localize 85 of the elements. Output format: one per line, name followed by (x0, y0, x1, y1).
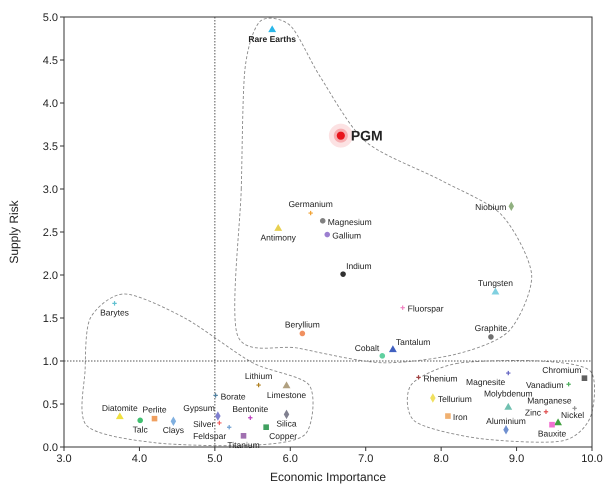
series-label: Borate (220, 391, 246, 402)
x-tick-label: 4.0 (132, 453, 148, 465)
series-label: Rhenium (424, 373, 458, 384)
series-label: Gypsum (183, 403, 215, 414)
point (263, 424, 269, 430)
series-label: Tungsten (478, 278, 514, 288)
series-label: Beryllium (284, 319, 320, 330)
y-tick-label: 0.0 (42, 442, 58, 454)
series-label: Magnesium (328, 216, 372, 227)
series-label: Gallium (332, 230, 362, 241)
series-label: Silica (276, 418, 297, 428)
point (137, 418, 143, 424)
series-label: Bauxite (538, 428, 566, 439)
series-label: Tellurium (438, 394, 472, 404)
series-label: Copper (269, 431, 298, 442)
point (549, 422, 555, 428)
series-label: Zinc (524, 408, 542, 418)
y-tick-label: 3.5 (42, 141, 58, 153)
series-label: Antimony (260, 232, 297, 243)
series-label: Rare Earths (248, 34, 296, 44)
point (445, 413, 451, 419)
point (152, 416, 158, 422)
point (300, 330, 306, 336)
series-label: Cobalt (354, 342, 380, 353)
point (492, 288, 499, 294)
series-label: Feldspar (193, 431, 226, 442)
y-tick-label: 2.5 (42, 227, 58, 239)
point (503, 426, 509, 434)
point (170, 417, 176, 426)
series-label: Bentonite (232, 404, 269, 414)
y-axis-title: Supply Risk (7, 199, 21, 264)
series-label: Niobium (475, 202, 506, 212)
series-label: Graphite (474, 322, 508, 333)
y-tick-label: 3.0 (42, 184, 58, 196)
x-tick-label: 5.0 (207, 453, 223, 465)
point (504, 403, 512, 410)
point (582, 375, 588, 381)
x-tick-label: 6.0 (282, 453, 298, 465)
series-label: Vanadium (526, 380, 564, 390)
point (324, 232, 330, 238)
x-tick-label: 9.0 (508, 453, 524, 465)
y-tick-label: 4.0 (42, 98, 58, 110)
x-tick-label: 10.0 (581, 453, 603, 465)
x-tick-label: 3.0 (56, 453, 72, 465)
y-tick-label: 0.5 (42, 399, 58, 411)
point (240, 433, 246, 439)
series-label: PGM (350, 128, 383, 144)
y-tick-label: 1.0 (42, 356, 58, 368)
series-label: Aluminium (486, 416, 526, 426)
x-axis-title: Economic Importance (270, 470, 386, 484)
point (340, 271, 346, 277)
series-label: Talc (132, 424, 148, 434)
point (488, 334, 494, 340)
series-label: Germanium (288, 199, 333, 210)
point (274, 224, 282, 231)
point (380, 353, 386, 359)
x-tick-label: 8.0 (433, 453, 449, 465)
point (268, 26, 276, 32)
series-label: Diatomite (102, 402, 138, 413)
point (308, 210, 314, 216)
series-label: Lithium (244, 371, 272, 382)
point (116, 412, 124, 420)
point (320, 218, 326, 224)
series-label: Limestone (266, 390, 306, 400)
series-label: Nickel (561, 410, 584, 420)
point (328, 124, 353, 148)
series-label: Tantalum (396, 336, 430, 347)
series-label: Clays (162, 425, 184, 436)
y-tick-label: 1.5 (42, 313, 58, 325)
y-tick-label: 2.0 (42, 270, 58, 282)
point (283, 382, 290, 388)
point (284, 410, 290, 418)
series-label: Barytes (100, 307, 129, 318)
series-label: Perlite (142, 404, 167, 415)
x-tick-label: 7.0 (358, 453, 374, 465)
y-tick-label: 5.0 (42, 12, 58, 24)
point (389, 346, 396, 352)
series-label: Silver (193, 418, 215, 429)
series-label: Indium (346, 261, 372, 272)
series-label: Magnesite (466, 377, 506, 388)
y-tick-label: 4.5 (42, 55, 58, 67)
series-label: Fluorspar (408, 304, 444, 314)
point (554, 418, 562, 426)
series-label: Chromium (542, 365, 582, 376)
series-label: Iron (452, 412, 468, 422)
